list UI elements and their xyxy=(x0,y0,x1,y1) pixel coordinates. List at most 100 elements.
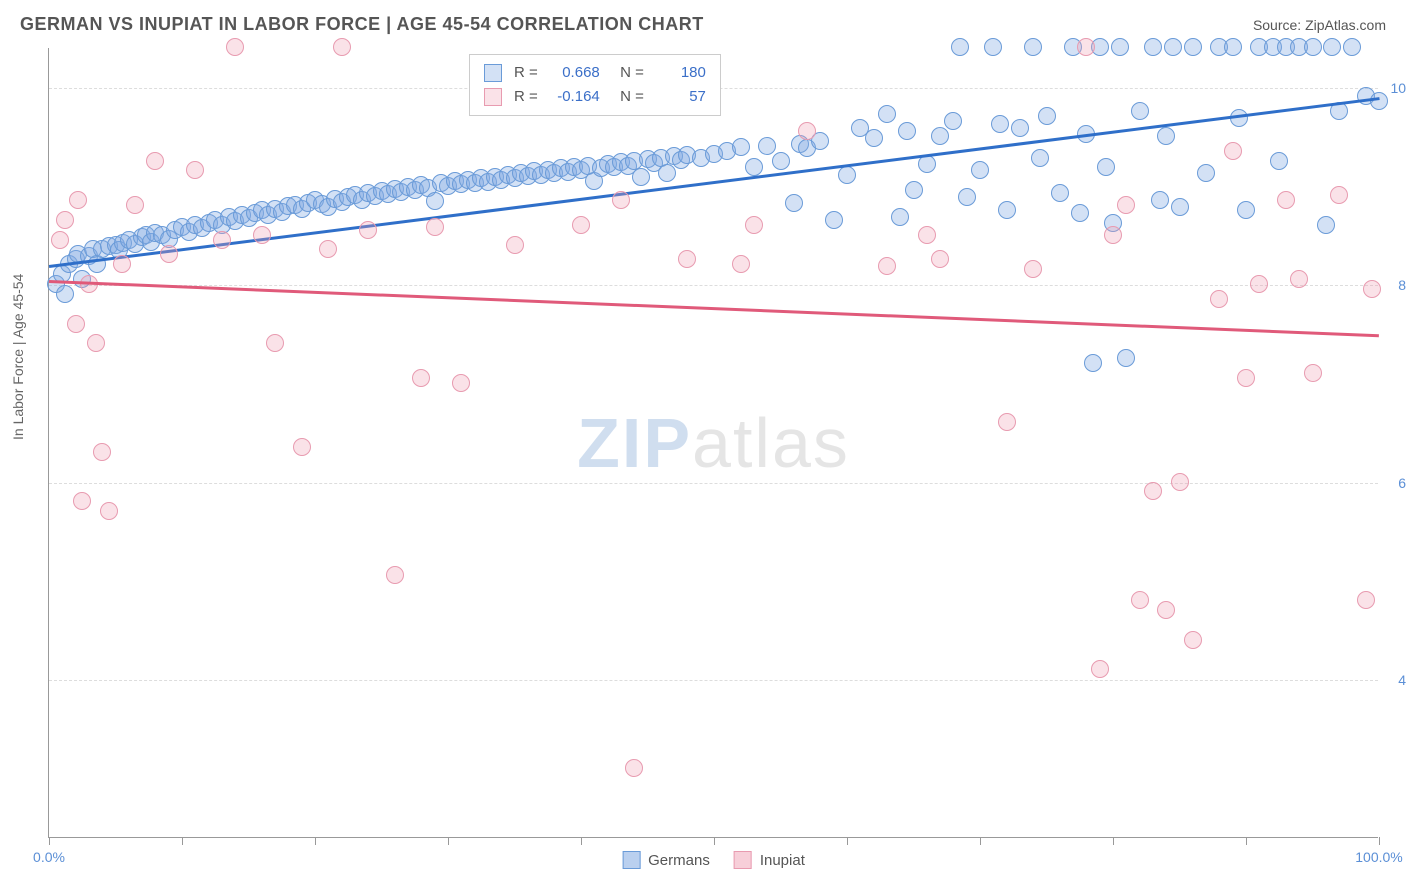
data-point xyxy=(1343,38,1361,56)
data-point xyxy=(951,38,969,56)
data-point xyxy=(1357,591,1375,609)
chart-title: GERMAN VS INUPIAT IN LABOR FORCE | AGE 4… xyxy=(20,14,704,35)
data-point xyxy=(1164,38,1182,56)
data-point xyxy=(984,38,1002,56)
data-point xyxy=(87,334,105,352)
data-point xyxy=(1184,38,1202,56)
data-point xyxy=(1277,191,1295,209)
data-point xyxy=(1104,226,1122,244)
data-point xyxy=(506,236,524,254)
n-label: N = xyxy=(612,61,644,85)
series-legend-label: Germans xyxy=(648,852,710,869)
data-point xyxy=(452,374,470,392)
data-point xyxy=(56,211,74,229)
data-point xyxy=(100,502,118,520)
data-point xyxy=(745,158,763,176)
data-point xyxy=(56,285,74,303)
data-point xyxy=(1157,127,1175,145)
trend-line xyxy=(49,97,1379,267)
data-point xyxy=(1084,354,1102,372)
legend-swatch xyxy=(622,851,640,869)
n-label: N = xyxy=(612,85,644,109)
data-point xyxy=(732,255,750,273)
gridline xyxy=(49,680,1378,681)
data-point xyxy=(905,181,923,199)
data-point xyxy=(1330,186,1348,204)
data-point xyxy=(572,216,590,234)
data-point xyxy=(1224,38,1242,56)
x-tick-label: 100.0% xyxy=(1355,849,1402,865)
data-point xyxy=(1230,109,1248,127)
x-tick xyxy=(1113,837,1114,845)
data-point xyxy=(1131,591,1149,609)
x-tick xyxy=(980,837,981,845)
data-point xyxy=(1031,149,1049,167)
x-tick xyxy=(315,837,316,845)
data-point xyxy=(971,161,989,179)
data-point xyxy=(745,216,763,234)
data-point xyxy=(253,226,271,244)
data-point xyxy=(412,369,430,387)
data-point xyxy=(785,194,803,212)
data-point xyxy=(386,566,404,584)
data-point xyxy=(1224,142,1242,160)
data-point xyxy=(1157,601,1175,619)
data-point xyxy=(266,334,284,352)
y-axis-label: In Labor Force | Age 45-54 xyxy=(10,274,26,440)
x-tick xyxy=(847,837,848,845)
data-point xyxy=(678,250,696,268)
data-point xyxy=(878,105,896,123)
n-value: 57 xyxy=(656,85,706,109)
data-point xyxy=(1117,196,1135,214)
watermark-part1: ZIP xyxy=(577,404,692,482)
data-point xyxy=(732,138,750,156)
source-label: Source: ZipAtlas.com xyxy=(1253,17,1386,33)
legend-swatch xyxy=(484,88,502,106)
stats-legend-row: R =0.668 N =180 xyxy=(484,61,706,85)
data-point xyxy=(772,152,790,170)
data-point xyxy=(1290,270,1308,288)
data-point xyxy=(1097,158,1115,176)
data-point xyxy=(69,191,87,209)
series-legend: Germans Inupiat xyxy=(622,851,805,869)
data-point xyxy=(1111,38,1129,56)
data-point xyxy=(1210,290,1228,308)
data-point xyxy=(1011,119,1029,137)
data-point xyxy=(1237,369,1255,387)
data-point xyxy=(931,127,949,145)
y-tick-label: 40.0% xyxy=(1398,672,1406,688)
data-point xyxy=(632,168,650,186)
data-point xyxy=(1051,184,1069,202)
watermark-part2: atlas xyxy=(692,404,850,482)
data-point xyxy=(1024,38,1042,56)
x-tick xyxy=(1246,837,1247,845)
data-point xyxy=(1370,92,1388,110)
data-point xyxy=(898,122,916,140)
x-tick xyxy=(1379,837,1380,845)
data-point xyxy=(1077,38,1095,56)
data-point xyxy=(1304,364,1322,382)
data-point xyxy=(1237,201,1255,219)
x-tick-label: 0.0% xyxy=(33,849,65,865)
data-point xyxy=(160,245,178,263)
data-point xyxy=(1184,631,1202,649)
series-legend-label: Inupiat xyxy=(760,852,805,869)
x-tick xyxy=(448,837,449,845)
data-point xyxy=(998,201,1016,219)
data-point xyxy=(998,413,1016,431)
legend-swatch xyxy=(484,64,502,82)
data-point xyxy=(1317,216,1335,234)
data-point xyxy=(1144,482,1162,500)
x-tick xyxy=(49,837,50,845)
x-tick xyxy=(581,837,582,845)
x-tick xyxy=(182,837,183,845)
data-point xyxy=(226,38,244,56)
data-point xyxy=(878,257,896,275)
data-point xyxy=(1117,349,1135,367)
gridline xyxy=(49,285,1378,286)
r-label: R = xyxy=(514,85,538,109)
data-point xyxy=(1363,280,1381,298)
series-legend-item: Germans xyxy=(622,851,710,869)
data-point xyxy=(93,443,111,461)
series-legend-item: Inupiat xyxy=(734,851,805,869)
